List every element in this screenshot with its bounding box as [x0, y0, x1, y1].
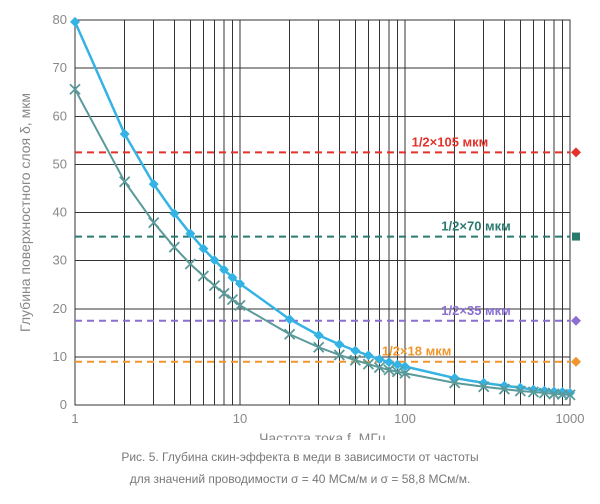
svg-text:60: 60	[53, 108, 67, 123]
svg-text:10: 10	[53, 349, 67, 364]
svg-text:80: 80	[53, 12, 67, 27]
skin-depth-chart: 1/2×105 мкм 1/2×70 мкм 1/2×35 мкм 1/2×18 мк…	[0, 0, 600, 440]
figure-container: { "chart": { "type": "line", "width_px":…	[0, 0, 600, 504]
svg-text:50: 50	[53, 156, 67, 171]
svg-text:Частота тока f, МГц: Частота тока f, МГц	[259, 430, 386, 440]
svg-text:0: 0	[60, 397, 67, 412]
figure-caption-line1: Рис. 5. Глубина скин-эффекта в меди в за…	[0, 448, 600, 467]
svg-text:70: 70	[53, 60, 67, 75]
svg-text:Глубина поверхностного слоя δ,: Глубина поверхностного слоя δ, мкм	[17, 93, 33, 332]
svg-text:40: 40	[53, 205, 67, 220]
svg-text:1000: 1000	[556, 411, 585, 426]
svg-text:30: 30	[53, 253, 67, 268]
svg-text:1/2×35 мкм: 1/2×35 мкм	[441, 303, 510, 318]
svg-text:10: 10	[233, 411, 247, 426]
figure-caption-line2: для значений проводимости σ = 40 МСм/м и…	[0, 470, 600, 489]
svg-text:1: 1	[71, 411, 78, 426]
svg-text:1/2×18 мкм: 1/2×18 мкм	[382, 344, 451, 359]
svg-text:20: 20	[53, 301, 67, 316]
svg-text:1/2×70 мкм: 1/2×70 мкм	[441, 219, 510, 234]
svg-text:1/2×105 мкм: 1/2×105 мкм	[412, 134, 489, 149]
svg-text:100: 100	[394, 411, 416, 426]
